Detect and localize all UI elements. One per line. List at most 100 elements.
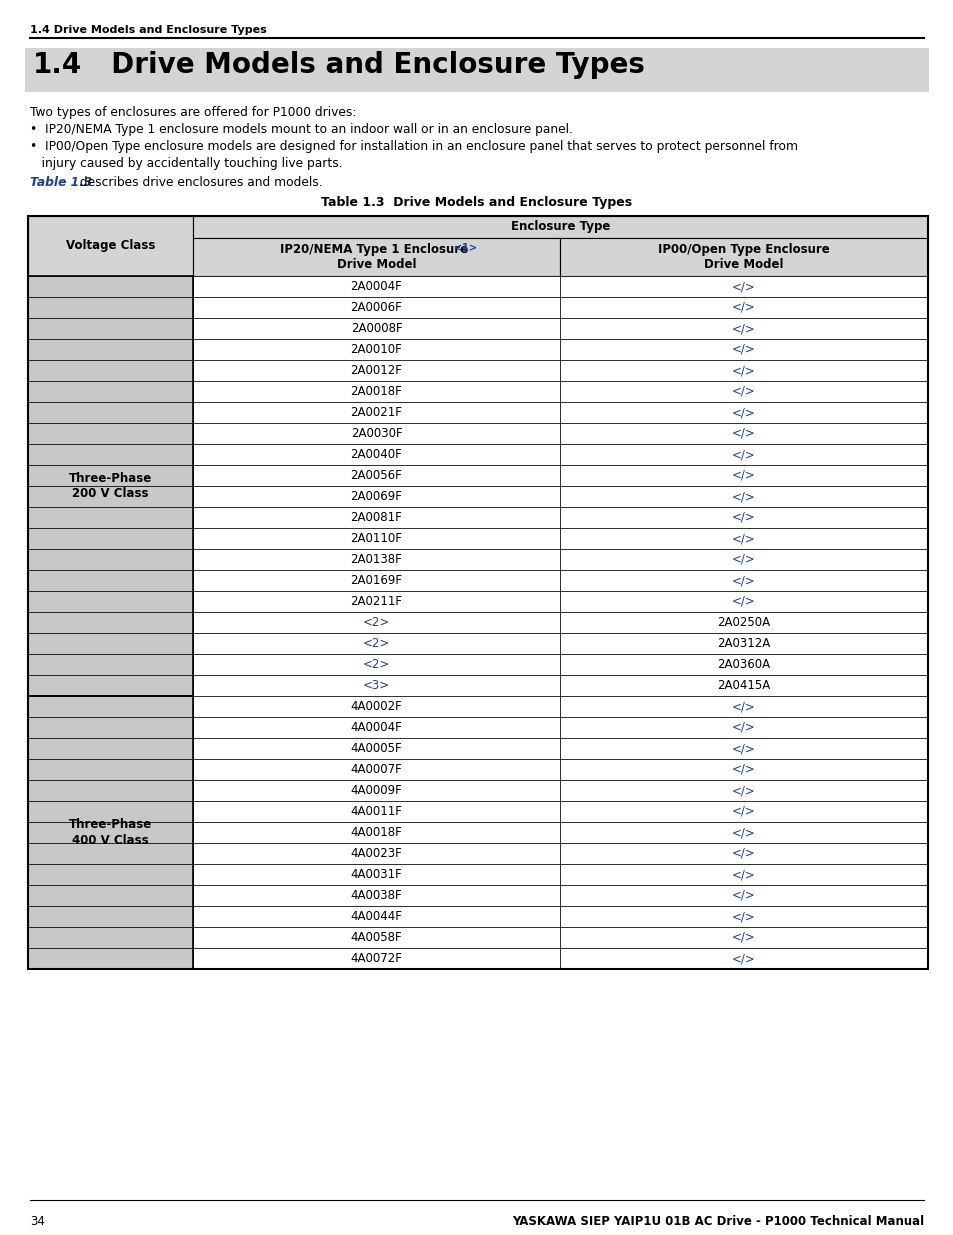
Text: 4A0011F: 4A0011F xyxy=(350,805,402,818)
Bar xyxy=(193,487,559,508)
Bar xyxy=(28,338,193,359)
Text: Drive Models and Enclosure Types: Drive Models and Enclosure Types xyxy=(91,51,644,79)
Text: Voltage Class: Voltage Class xyxy=(66,240,155,252)
Text: 2A0006F: 2A0006F xyxy=(351,301,402,314)
Text: 2A0169F: 2A0169F xyxy=(350,574,402,587)
Bar xyxy=(193,216,927,238)
Bar xyxy=(28,382,193,403)
Text: <2>: <2> xyxy=(362,637,390,650)
Bar xyxy=(193,948,559,969)
Text: </>: </> xyxy=(731,343,755,356)
Bar xyxy=(28,216,193,275)
Text: </>: </> xyxy=(731,910,755,923)
Bar xyxy=(28,487,193,508)
Bar xyxy=(559,296,927,317)
Text: 2A0040F: 2A0040F xyxy=(351,448,402,461)
Bar xyxy=(193,655,559,676)
Text: <2>: <2> xyxy=(362,658,390,671)
Text: <3>: <3> xyxy=(362,679,390,692)
Text: </>: </> xyxy=(731,805,755,818)
Bar xyxy=(559,317,927,338)
Bar xyxy=(559,613,927,634)
Bar xyxy=(193,739,559,760)
Text: Drive Model: Drive Model xyxy=(703,258,783,270)
Text: 2A0250A: 2A0250A xyxy=(717,616,770,629)
Bar xyxy=(193,359,559,382)
Text: </>: </> xyxy=(731,868,755,881)
Bar xyxy=(28,216,927,969)
Bar xyxy=(28,864,193,885)
Bar xyxy=(193,906,559,927)
Text: •  IP20/NEMA Type 1 enclosure models mount to an indoor wall or in an enclosure : • IP20/NEMA Type 1 enclosure models moun… xyxy=(30,124,572,136)
Text: 4A0058F: 4A0058F xyxy=(351,931,402,944)
Text: injury caused by accidentally touching live parts.: injury caused by accidentally touching l… xyxy=(30,157,342,170)
Text: describes drive enclosures and models.: describes drive enclosures and models. xyxy=(76,177,322,189)
Bar xyxy=(193,275,559,296)
Text: </>: </> xyxy=(731,364,755,377)
Bar xyxy=(559,403,927,424)
Bar xyxy=(193,550,559,571)
Text: 34: 34 xyxy=(30,1215,45,1228)
Bar xyxy=(559,359,927,382)
Bar xyxy=(559,864,927,885)
Text: </>: </> xyxy=(731,763,755,776)
Bar xyxy=(559,760,927,781)
Bar xyxy=(28,550,193,571)
Text: 4A0018F: 4A0018F xyxy=(351,826,402,839)
Bar xyxy=(559,634,927,655)
Bar xyxy=(559,739,927,760)
Text: </>: </> xyxy=(731,847,755,860)
Bar xyxy=(559,948,927,969)
Text: IP00/Open Type Enclosure: IP00/Open Type Enclosure xyxy=(658,243,829,256)
Text: 2A0056F: 2A0056F xyxy=(351,469,402,482)
Bar xyxy=(193,697,559,718)
Text: Table 1.3: Table 1.3 xyxy=(30,177,92,189)
Bar xyxy=(28,445,193,466)
Bar xyxy=(559,424,927,445)
Text: </>: </> xyxy=(731,595,755,608)
Text: 2A0012F: 2A0012F xyxy=(350,364,402,377)
Text: YASKAWA SIEP YAIP1U 01B AC Drive - P1000 Technical Manual: YASKAWA SIEP YAIP1U 01B AC Drive - P1000… xyxy=(512,1215,923,1228)
Text: 2A0138F: 2A0138F xyxy=(351,553,402,566)
Bar xyxy=(28,613,193,634)
Bar xyxy=(559,676,927,697)
Bar xyxy=(559,655,927,676)
Text: 4A0004F: 4A0004F xyxy=(351,721,402,734)
Bar xyxy=(559,445,927,466)
Bar xyxy=(28,275,193,697)
Text: 2A0110F: 2A0110F xyxy=(350,532,402,545)
Text: 2A0211F: 2A0211F xyxy=(350,595,402,608)
Bar xyxy=(28,275,193,296)
Bar xyxy=(193,317,559,338)
Text: </>: </> xyxy=(731,280,755,293)
Bar xyxy=(28,466,193,487)
Text: 2A0008F: 2A0008F xyxy=(351,322,402,335)
Bar xyxy=(28,823,193,844)
Bar xyxy=(28,739,193,760)
Bar xyxy=(28,592,193,613)
Text: </>: </> xyxy=(731,511,755,524)
Text: 2A0415A: 2A0415A xyxy=(717,679,770,692)
Bar xyxy=(28,760,193,781)
Text: </>: </> xyxy=(731,784,755,797)
Text: </>: </> xyxy=(731,721,755,734)
Bar xyxy=(559,781,927,802)
Bar xyxy=(28,529,193,550)
Text: 4A0009F: 4A0009F xyxy=(351,784,402,797)
Text: Two types of enclosures are offered for P1000 drives:: Two types of enclosures are offered for … xyxy=(30,106,356,119)
Bar xyxy=(559,508,927,529)
Bar xyxy=(559,885,927,906)
Text: 4A0072F: 4A0072F xyxy=(350,952,402,965)
Bar xyxy=(193,823,559,844)
Text: <2>: <2> xyxy=(362,616,390,629)
Bar xyxy=(28,634,193,655)
Bar xyxy=(28,508,193,529)
Bar xyxy=(28,697,193,718)
Bar xyxy=(559,927,927,948)
Bar xyxy=(28,927,193,948)
Bar xyxy=(28,317,193,338)
Text: </>: </> xyxy=(731,406,755,419)
Bar xyxy=(193,613,559,634)
Text: </>: </> xyxy=(731,889,755,902)
Bar xyxy=(193,802,559,823)
